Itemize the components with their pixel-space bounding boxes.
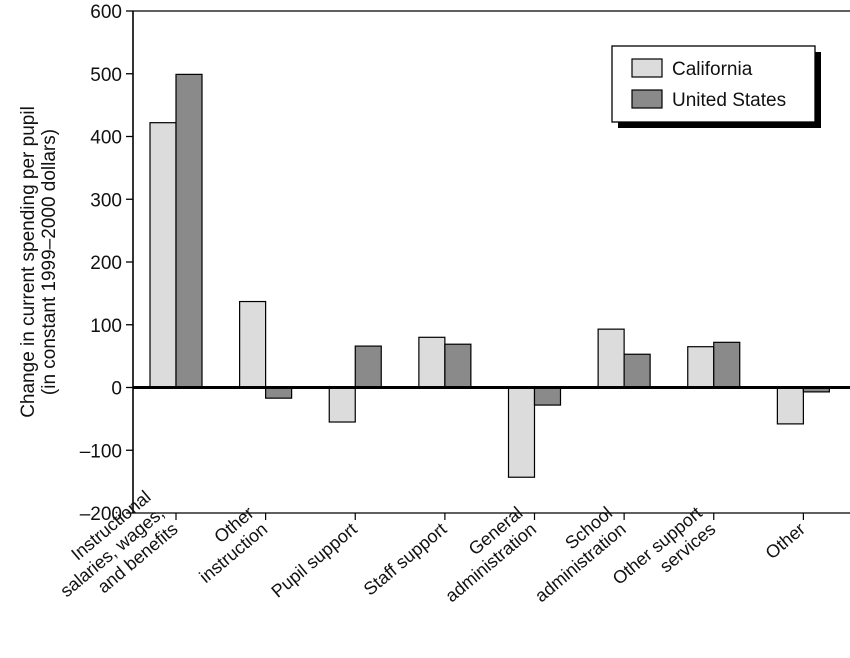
y-axis-title-line: Change in current spending per pupil <box>18 106 39 418</box>
bar-united-states <box>713 341 741 389</box>
y-tick-label: 0 <box>111 379 122 400</box>
x-category-label: Other supportservices <box>609 503 720 605</box>
y-axis-ticks: 600 500 400 300 200 100 0 –100 –200 <box>80 2 133 525</box>
x-category-label-line: Other <box>762 519 809 563</box>
x-category-label-line: Pupil support <box>267 519 360 602</box>
bar-california <box>239 300 267 389</box>
x-category-label: Staff support <box>360 519 451 600</box>
axes <box>132 10 850 514</box>
bar-united-states <box>354 345 382 389</box>
y-axis-title-line: (in constant 1999–2000 dollars) <box>39 129 60 395</box>
y-tick-label: 300 <box>90 190 122 211</box>
bar-california <box>687 346 715 389</box>
legend-swatch <box>631 89 663 109</box>
y-tick-label: 500 <box>90 65 122 86</box>
bar-california <box>597 328 625 389</box>
bar-united-states <box>265 386 293 399</box>
legend: California United States <box>611 45 821 128</box>
x-axis-categories: Instructionalsalaries, wages,and benefit… <box>56 487 809 607</box>
y-tick-label: –100 <box>80 441 122 462</box>
bar-california <box>776 386 804 425</box>
y-tick-label: 400 <box>90 128 122 149</box>
y-tick-label: 200 <box>90 253 122 274</box>
bar-united-states <box>444 343 472 389</box>
y-tick-label: 100 <box>90 316 122 337</box>
y-tick-label: 600 <box>90 2 122 23</box>
bars <box>149 73 830 478</box>
bar-united-states <box>175 73 203 389</box>
bar-united-states <box>533 386 562 406</box>
legend-label: California <box>672 59 753 80</box>
bar-california <box>328 386 356 423</box>
x-category-label-line: Staff support <box>360 519 451 600</box>
bar-california <box>418 336 446 389</box>
x-category-label: Pupil support <box>267 519 360 602</box>
x-category-label: Other <box>762 519 809 563</box>
y-axis-title: Change in current spending per pupil (in … <box>18 106 60 418</box>
bar-california <box>507 386 536 478</box>
y-tick-label: –200 <box>80 504 122 525</box>
legend-swatch <box>631 58 663 78</box>
x-category-label: Otherinstruction <box>182 503 271 587</box>
bar-united-states <box>623 353 651 389</box>
bar-california <box>149 122 177 389</box>
legend-label: United States <box>672 90 786 111</box>
